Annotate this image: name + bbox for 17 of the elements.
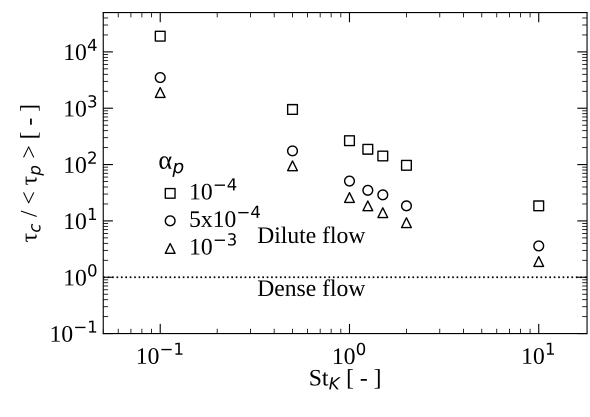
y-tick-label: 10$^{−1}$ bbox=[52, 320, 96, 342]
legend-label: 10$^{−4}$ bbox=[191, 178, 236, 200]
y-tick-label: 10$^{2}$ bbox=[65, 151, 96, 173]
y-tick-label: 10$^{3}$ bbox=[65, 95, 96, 117]
x-tick-label: 10$^{−1}$ bbox=[138, 342, 182, 364]
y-tick-label: 10$^{1}$ bbox=[65, 208, 96, 230]
x-tick-label: 10$^{0}$ bbox=[334, 342, 366, 364]
legend-label: 5x10$^{−4}$ bbox=[190, 206, 260, 228]
x-axis-title: St$_{K}$ [ - ] bbox=[310, 369, 380, 390]
x-tick-label: 10$^{1}$ bbox=[523, 342, 554, 364]
y-tick-label: 10$^{0}$ bbox=[65, 264, 96, 286]
annotation: Dilute flow bbox=[258, 226, 366, 244]
annotation: Dense flow bbox=[258, 279, 366, 296]
legend-title: α$_{p}$ bbox=[159, 156, 184, 177]
y-tick-label: 10$^{4}$ bbox=[65, 38, 97, 60]
y-axis-title: τ$_{c}$ / < τ$_{p}$ > [ - ] bbox=[20, 106, 44, 242]
legend-label: 10$^{−3}$ bbox=[191, 233, 236, 255]
